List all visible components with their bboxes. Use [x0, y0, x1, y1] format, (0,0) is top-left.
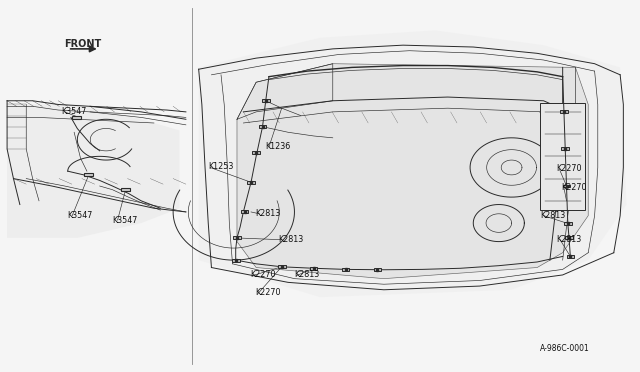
Text: K2270: K2270 — [556, 164, 582, 173]
Bar — [563, 185, 570, 187]
Text: K3547: K3547 — [113, 216, 138, 225]
Text: FRONT: FRONT — [65, 39, 102, 49]
Polygon shape — [7, 105, 179, 238]
Bar — [121, 188, 130, 191]
Text: K2813: K2813 — [556, 235, 582, 244]
Text: K2813: K2813 — [278, 235, 304, 244]
Bar — [560, 110, 568, 113]
Text: K1236: K1236 — [266, 142, 291, 151]
Polygon shape — [237, 64, 588, 279]
Bar — [565, 236, 573, 239]
Text: K2813: K2813 — [540, 211, 566, 219]
Text: K2270: K2270 — [250, 270, 275, 279]
Bar — [233, 236, 241, 239]
Bar — [564, 222, 572, 225]
Bar — [262, 99, 269, 102]
Bar — [566, 255, 574, 258]
Bar — [342, 268, 349, 271]
Polygon shape — [198, 31, 627, 297]
Bar — [252, 151, 260, 154]
Bar — [84, 173, 93, 176]
Bar — [241, 211, 248, 214]
Bar — [259, 125, 266, 128]
Bar — [278, 265, 285, 268]
Bar — [310, 267, 317, 270]
Bar — [247, 181, 255, 184]
Text: A-986C-0001: A-986C-0001 — [540, 344, 590, 353]
Bar — [72, 116, 81, 119]
Bar — [232, 259, 239, 262]
Text: K2813: K2813 — [294, 270, 320, 279]
Text: K2270: K2270 — [561, 183, 587, 192]
Text: K3547: K3547 — [61, 107, 87, 116]
Text: K2813: K2813 — [255, 209, 280, 218]
Bar — [561, 147, 569, 150]
Bar — [374, 268, 381, 271]
Text: K3547: K3547 — [68, 211, 93, 219]
FancyBboxPatch shape — [540, 103, 585, 210]
Text: K1253: K1253 — [208, 162, 234, 171]
Text: K2270: K2270 — [255, 288, 280, 297]
